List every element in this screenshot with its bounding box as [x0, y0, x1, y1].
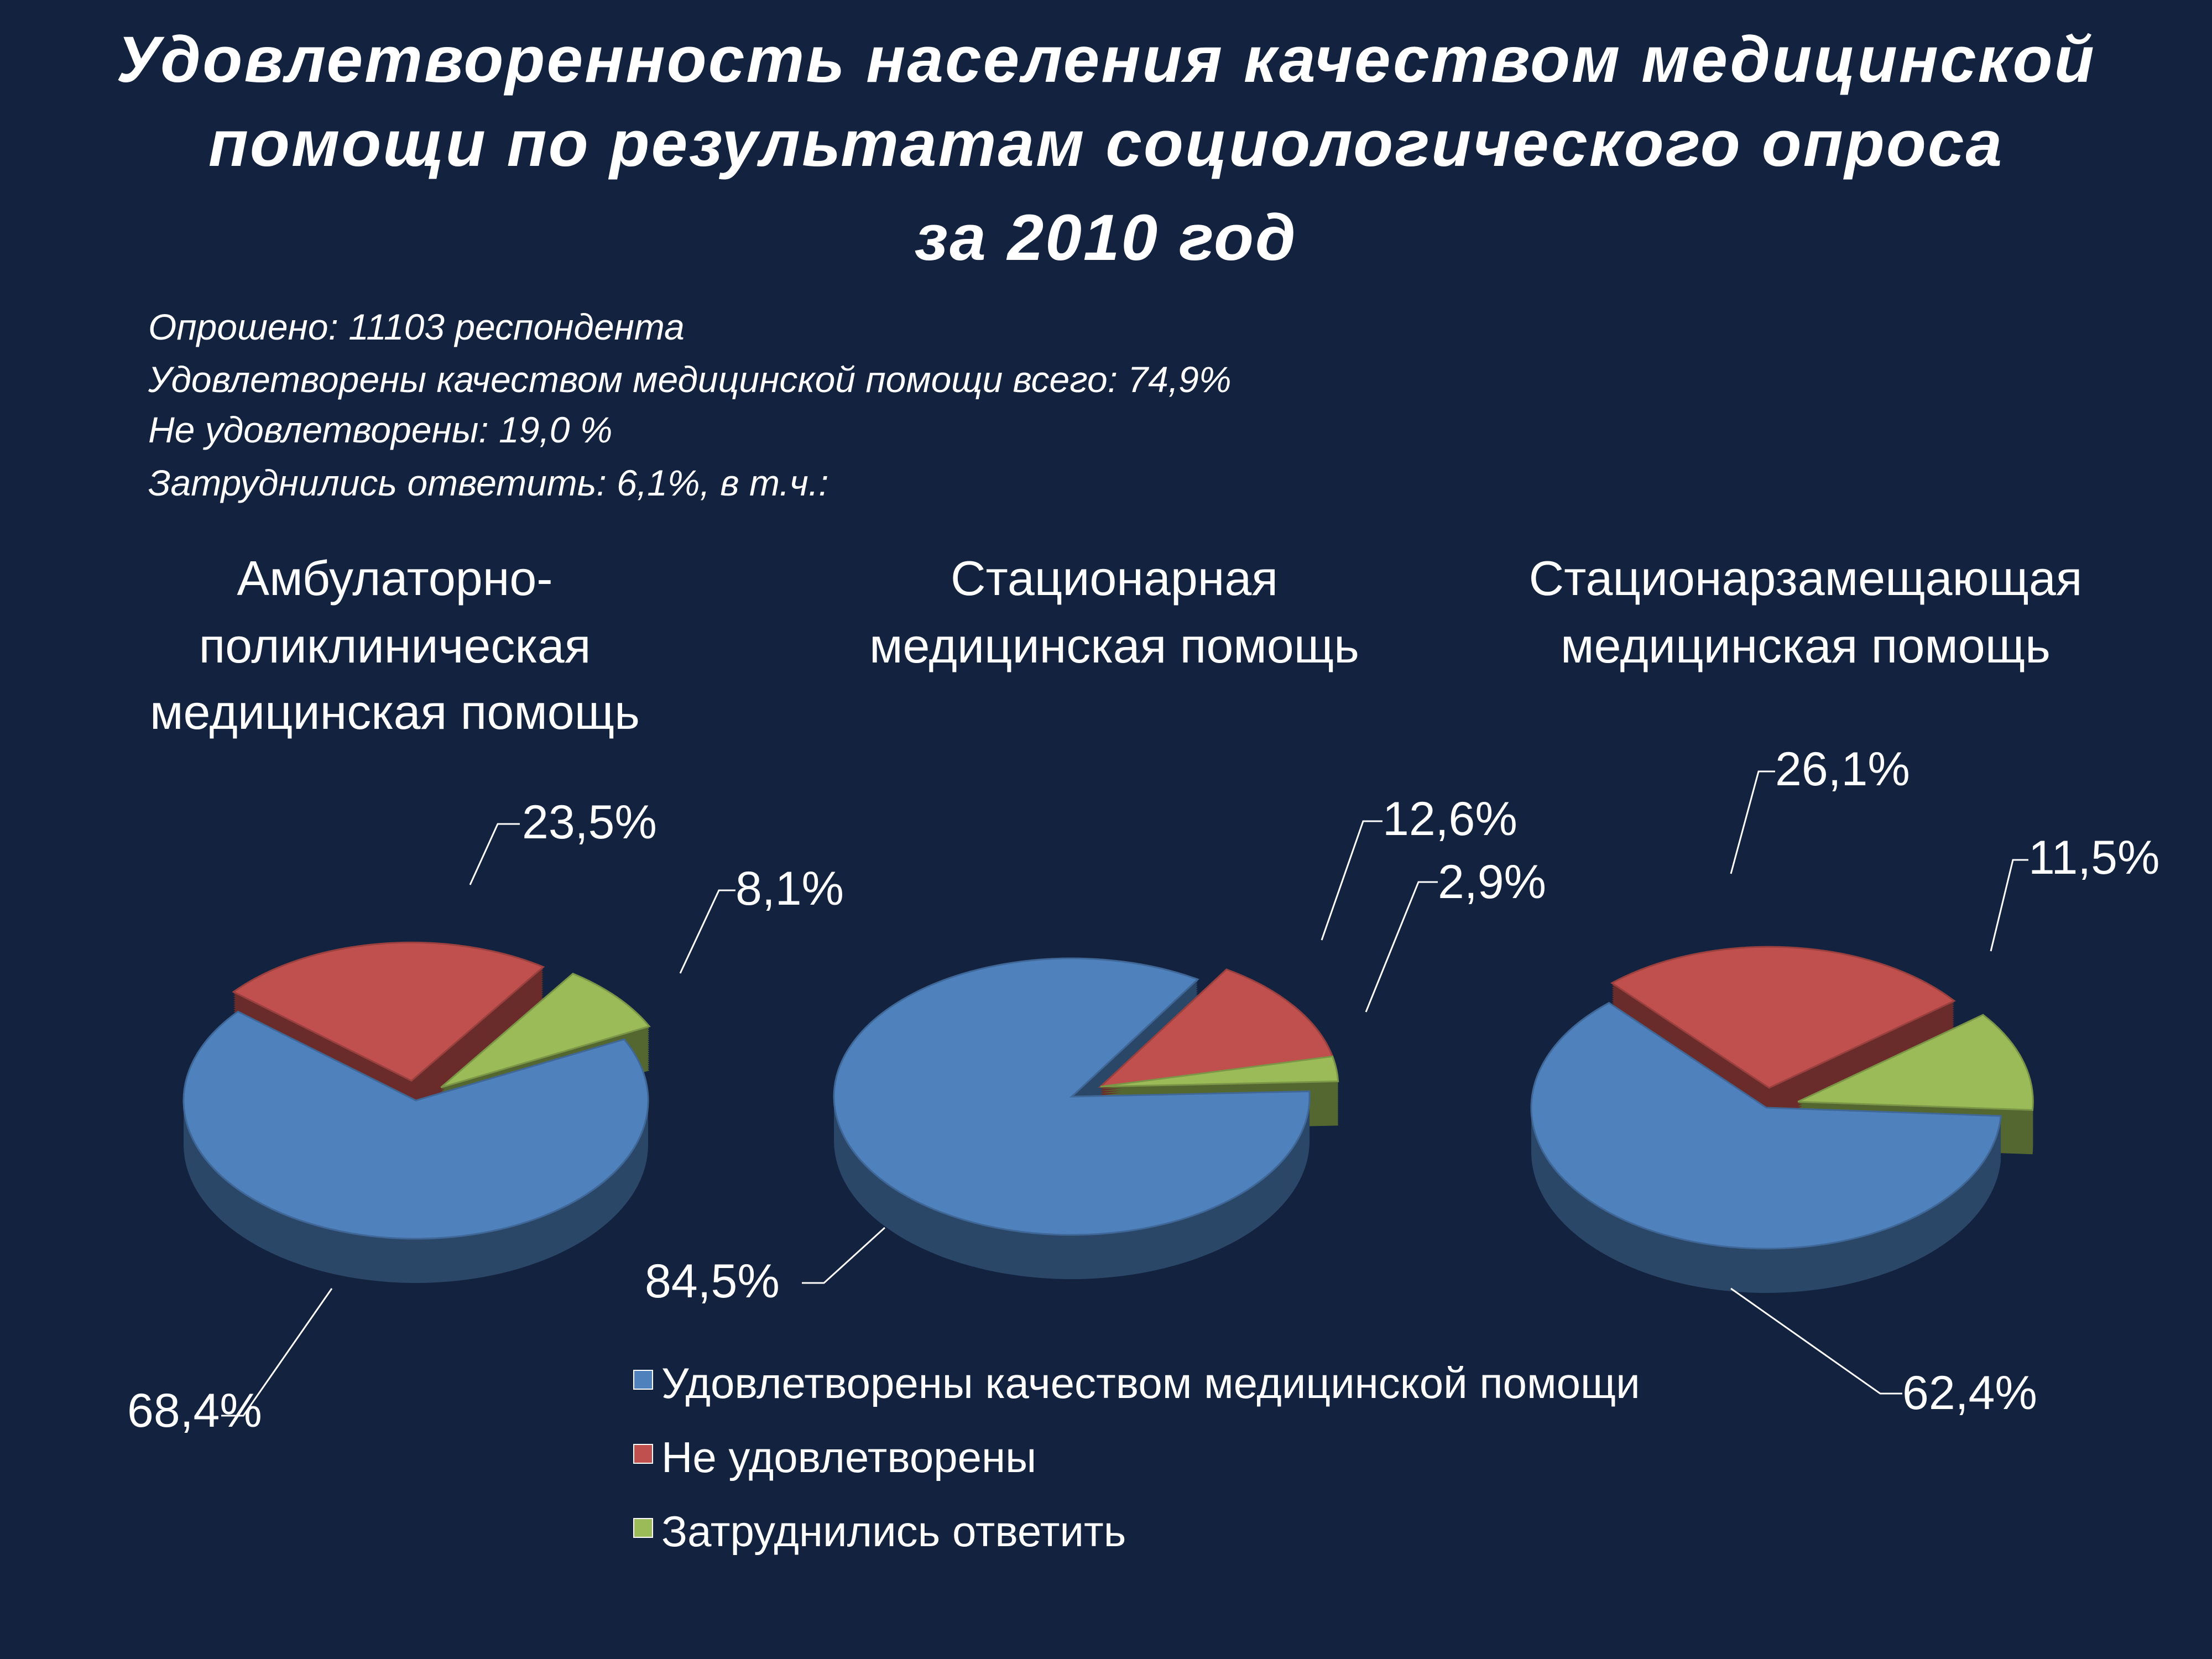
- pie-slice-undecided: [1100, 1055, 1339, 1088]
- legend-swatch-undecided: [633, 1518, 653, 1538]
- pie-slice-undecided: [1797, 1014, 2034, 1111]
- pie-1-title-line: поликлиническая: [199, 618, 591, 673]
- data-label: 26,1%: [1775, 743, 1910, 796]
- slide-title: Удовлетворенность населения качеством ме…: [116, 23, 2095, 274]
- stat-satisfied: Удовлетворены качеством медицинской помо…: [148, 359, 1232, 400]
- leader-line: [469, 823, 520, 885]
- stat-unsatisfied: Не удовлетворены: 19,0 %: [148, 409, 612, 450]
- pie-3-title-line: медицинская помощь: [1561, 618, 2051, 673]
- pie-title-inpatient: Стационарная медицинская помощь: [869, 551, 1359, 673]
- legend-swatch-satisfied: [633, 1370, 653, 1390]
- data-label: 23,5%: [522, 796, 657, 849]
- legend: Удовлетворены качеством медицинской помо…: [633, 1359, 1640, 1556]
- pie-slice-satisfied: [182, 1010, 649, 1240]
- data-label: 11,5%: [2028, 831, 2159, 884]
- leader-line: [221, 1288, 333, 1417]
- title-line-1: Удовлетворенность населения качеством ме…: [116, 23, 2095, 96]
- pie-2-title-line: Стационарная: [951, 551, 1278, 606]
- data-label: 62,4%: [1902, 1366, 2037, 1420]
- pie-1-title-line: Амбулаторно-: [237, 551, 552, 606]
- pie-chart-1: [182, 941, 651, 1283]
- pie-1-title-line: медицинская помощь: [150, 685, 640, 739]
- pie-slice-unsatisfied: [1098, 968, 1334, 1088]
- legend-swatch-unsatisfied: [633, 1444, 653, 1464]
- leader-lines: [221, 770, 2028, 1417]
- leader-line: [679, 889, 735, 974]
- stat-undecided: Затруднились ответить: 6,1%, в т.ч.:: [148, 462, 828, 503]
- pie-slice-undecided: [440, 972, 651, 1088]
- pie-title-ambulatory: Амбулаторно- поликлиническая медицинская…: [150, 551, 640, 739]
- leader-line: [1730, 1287, 1902, 1395]
- pie-chart-2: [833, 957, 1339, 1280]
- leader-line: [1990, 859, 2028, 952]
- pie-slice-unsatisfied: [1610, 946, 1956, 1089]
- pie-chart-3: [1530, 946, 2034, 1293]
- title-line-2: помощи по результатам социологического о…: [208, 107, 2004, 180]
- leader-line: [1730, 770, 1775, 874]
- legend-label: Не удовлетворены: [661, 1433, 1036, 1481]
- data-labels: 68,4% 23,5% 8,1% 84,5% 12,6% 2,9% 62,4% …: [127, 743, 2159, 1437]
- pie-slice-satisfied: [1530, 1001, 2002, 1250]
- pie-3-title-line: Стационарзамещающая: [1529, 551, 2083, 606]
- stat-respondents: Опрошено: 11103 респондента: [148, 306, 685, 347]
- survey-stats: Опрошено: 11103 респондента Удовлетворен…: [148, 306, 1232, 503]
- data-label: 2,9%: [1438, 855, 1546, 909]
- title-line-3: за 2010 год: [915, 201, 1297, 274]
- pie-slice-unsatisfied: [232, 941, 545, 1082]
- data-label: 68,4%: [127, 1384, 262, 1437]
- data-label: 84,5%: [645, 1255, 780, 1308]
- legend-label: Удовлетворены качеством медицинской помо…: [661, 1359, 1640, 1407]
- pies: [182, 941, 2034, 1293]
- leader-line: [1365, 881, 1438, 1013]
- pie-slice-satisfied: [833, 957, 1311, 1236]
- pie-2-title-line: медицинская помощь: [869, 618, 1359, 673]
- legend-label: Затруднились ответить: [661, 1507, 1126, 1556]
- leader-line: [802, 1227, 886, 1284]
- data-label: 8,1%: [735, 862, 844, 915]
- data-label: 12,6%: [1383, 792, 1517, 846]
- pie-title-day-hospital: Стационарзамещающая медицинская помощь: [1529, 551, 2083, 673]
- leader-line: [1321, 820, 1383, 941]
